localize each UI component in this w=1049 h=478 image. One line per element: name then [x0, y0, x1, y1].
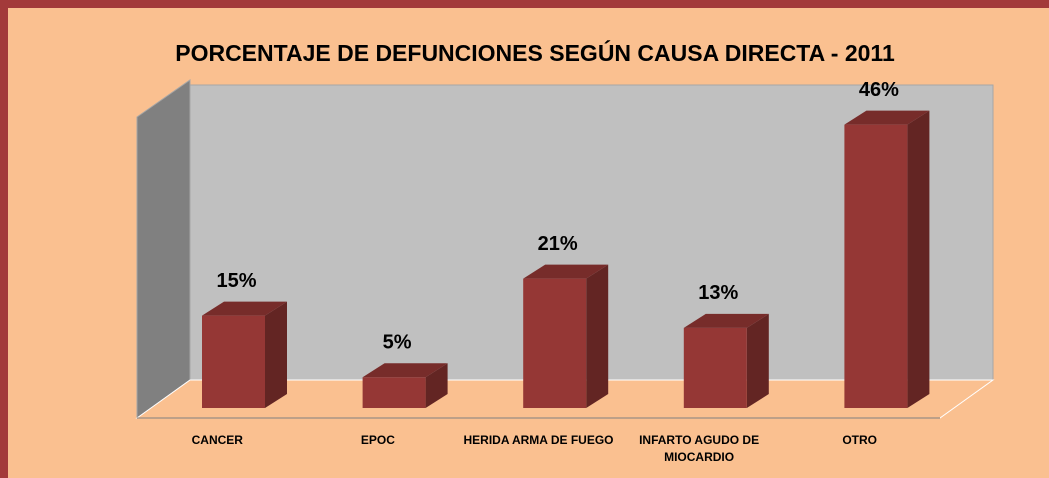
left-border	[0, 0, 8, 478]
bar-front	[202, 315, 265, 408]
bar-front	[683, 327, 747, 408]
bar-front	[844, 124, 908, 408]
bar-side	[425, 363, 448, 408]
bar	[683, 313, 769, 408]
value-label: 21%	[538, 233, 578, 255]
x-tick-label: HERIDA ARMA DE FUEGO	[463, 433, 614, 447]
bar	[362, 363, 448, 408]
bar-side	[586, 264, 609, 408]
value-label: 46%	[859, 79, 899, 101]
x-tick-label: INFARTO AGUDO DE MIOCARDIO	[639, 433, 760, 464]
value-label: 15%	[216, 270, 256, 292]
bar-top	[683, 313, 769, 328]
top-border	[0, 0, 1049, 8]
value-label: 13%	[698, 282, 738, 304]
x-tick-label: CANCER	[191, 433, 243, 447]
bar-side	[746, 313, 769, 408]
bar	[844, 110, 930, 408]
value-label: 5%	[383, 331, 412, 353]
chart-title: PORCENTAJE DE DEFUNCIONES SEGÚN CAUSA DI…	[175, 39, 895, 66]
bar-top	[202, 301, 287, 316]
x-tick-label: OTRO	[842, 433, 878, 447]
bar-front	[523, 278, 587, 408]
x-tick-label: EPOC	[360, 433, 395, 447]
bar-front	[362, 377, 426, 408]
bar	[202, 301, 287, 408]
bar-side	[265, 301, 287, 408]
bar	[523, 264, 609, 408]
bar-top	[362, 363, 448, 378]
bar-top	[844, 110, 930, 125]
bar-top	[523, 264, 609, 279]
bar-side	[907, 110, 930, 408]
side-wall	[136, 79, 191, 419]
